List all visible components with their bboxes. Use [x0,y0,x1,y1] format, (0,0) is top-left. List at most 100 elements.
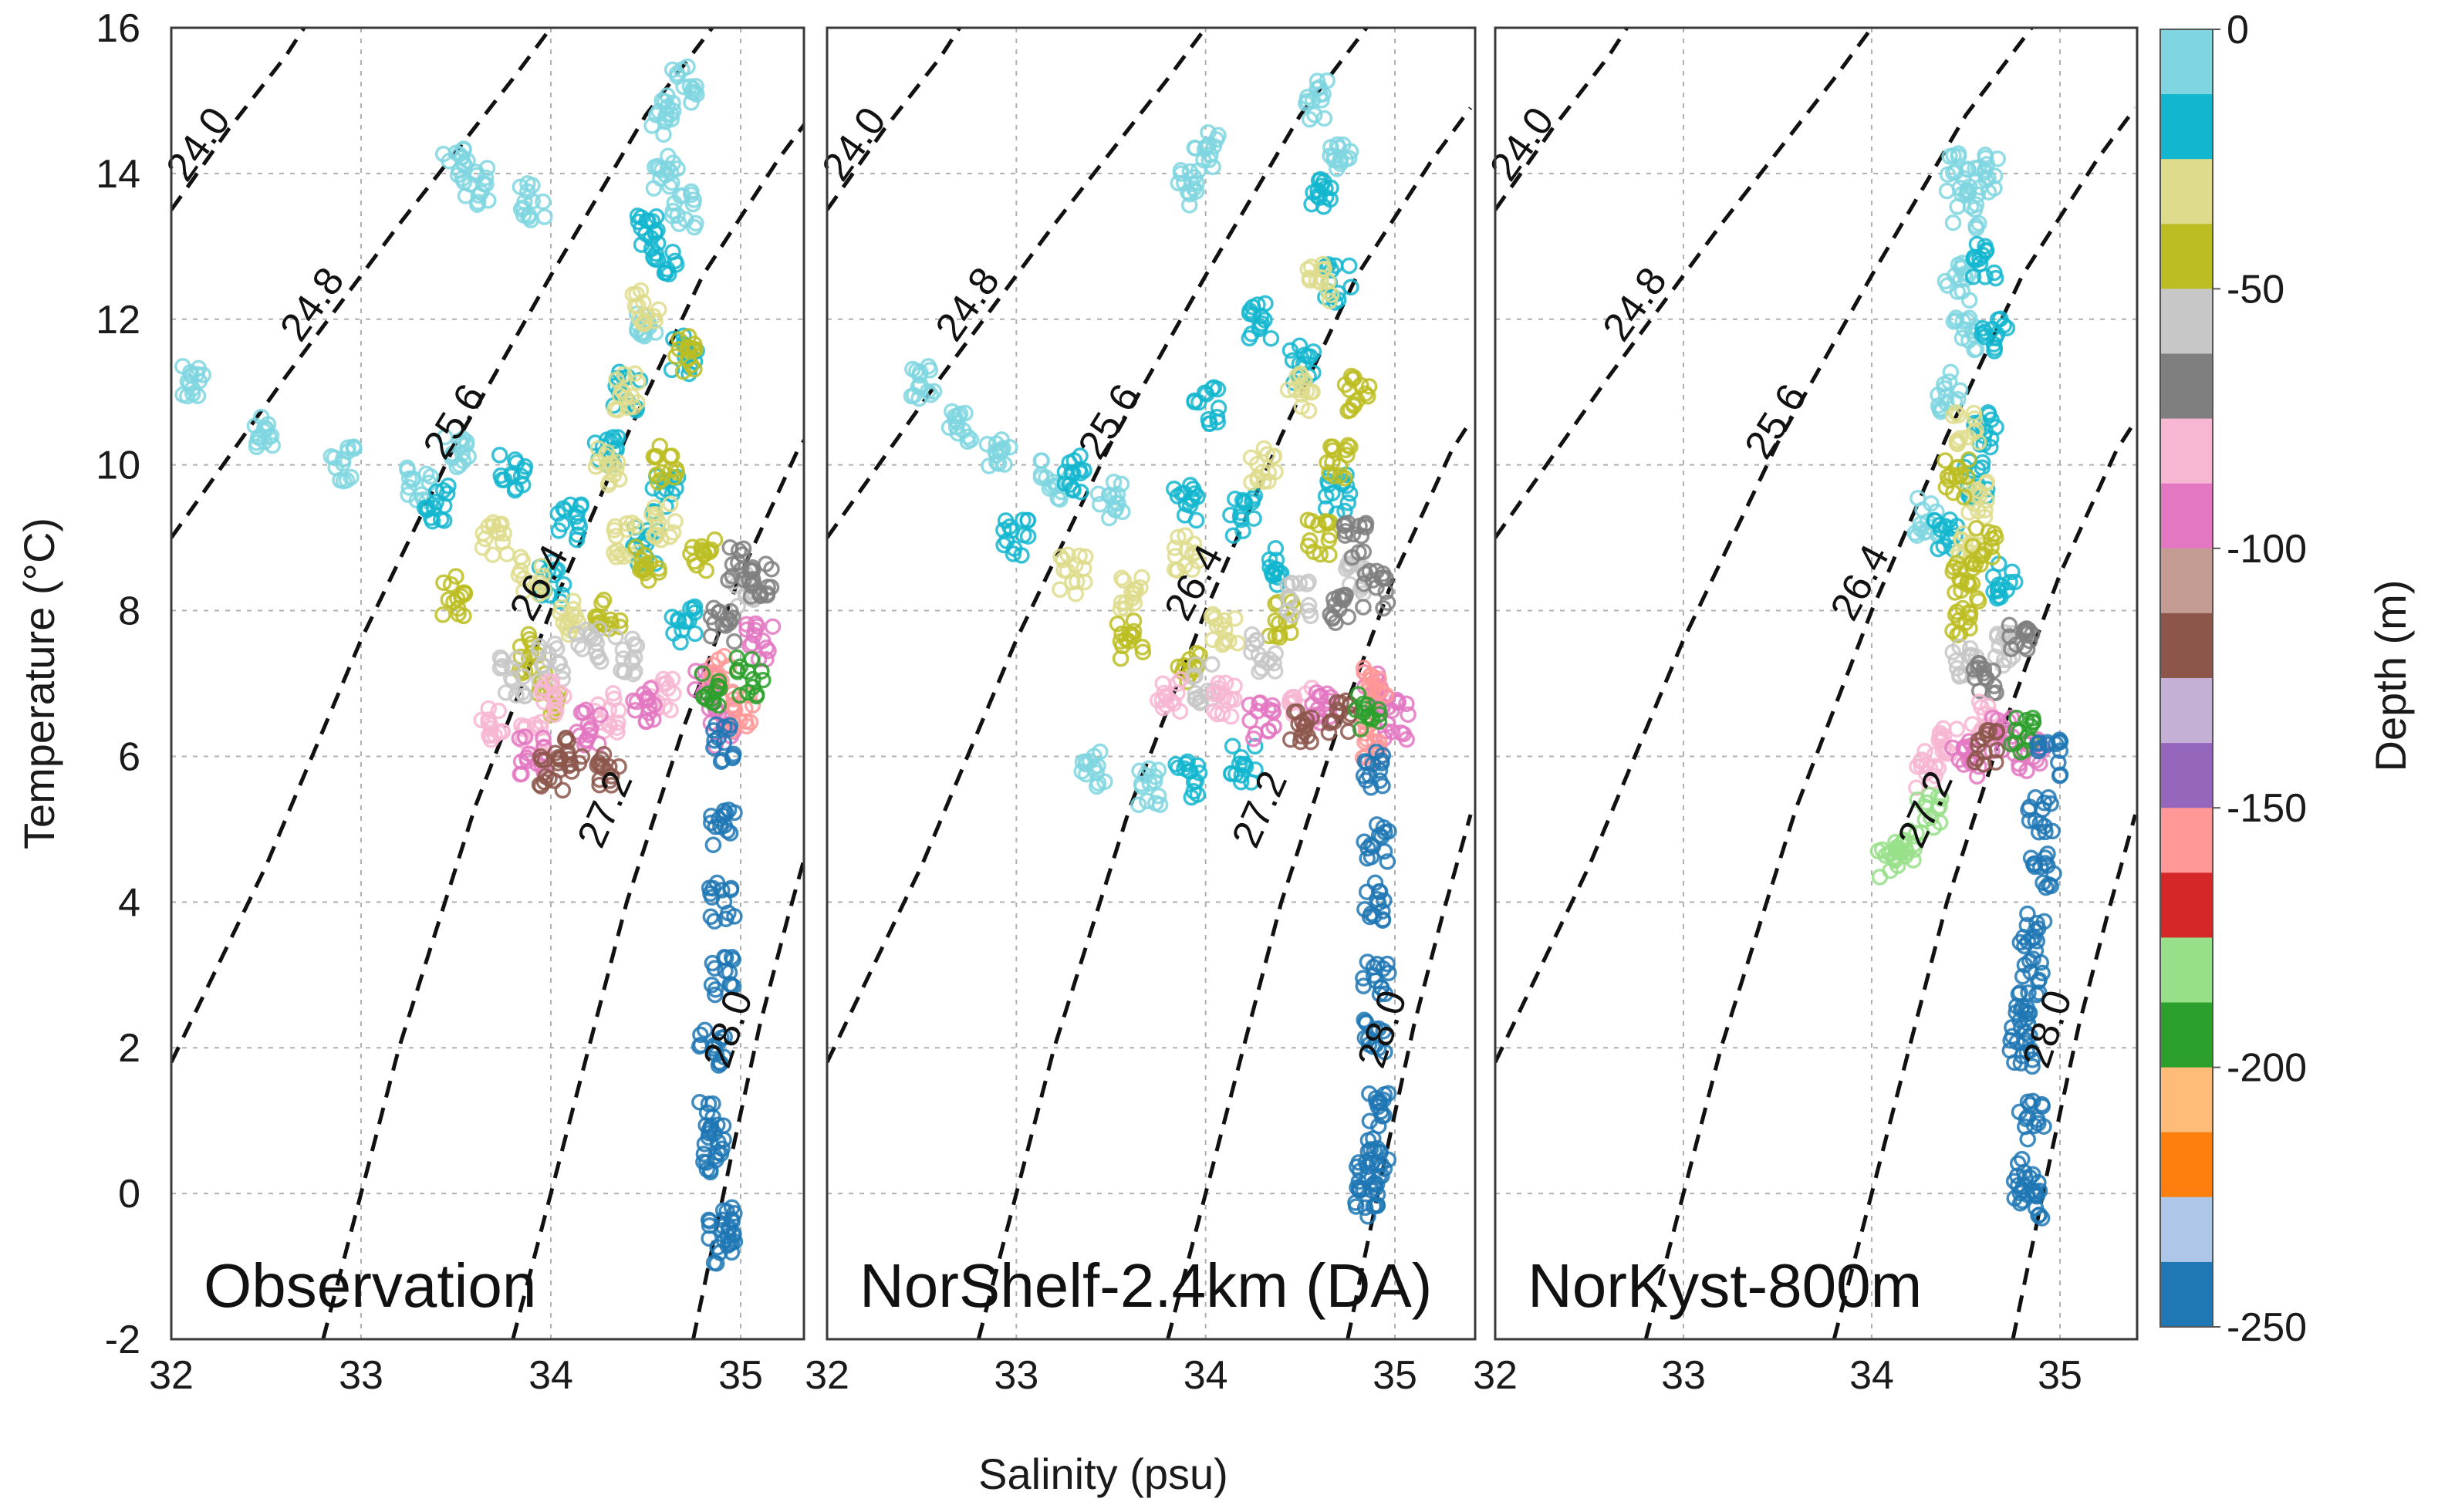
data-point [1351,1163,1369,1180]
isopycnals [827,28,1473,1339]
data-point [1268,561,1285,578]
data-point [535,193,552,211]
data-point [1311,79,1329,96]
data-point [1222,506,1239,524]
data-point [981,457,998,474]
panel-frame [826,26,1477,1341]
depth-cluster-195 [694,649,772,714]
data-point [2044,822,2061,840]
data-point [667,513,684,530]
data-point [758,640,775,656]
data-point [1340,257,1358,275]
data-point [1096,773,1113,790]
data-point [1170,528,1187,546]
data-point [434,145,452,163]
data-point [629,373,647,391]
data-point [1975,660,1993,677]
colorbar-segment [2160,483,2213,549]
data-point [1398,695,1415,713]
colorbar-segment [2160,548,2213,614]
data-point [1938,182,1956,200]
data-point [607,528,625,545]
data-point [444,445,461,462]
data-point [724,951,741,968]
data-point [447,568,464,585]
data-point [520,208,537,226]
data-point [1976,328,1994,346]
data-point [1356,663,1373,681]
data-point [2018,762,2035,780]
data-point [1976,508,1994,525]
data-point [1376,892,1393,909]
data-point [2007,636,2025,653]
isopycnal-line-28.0 [691,852,804,1339]
data-point [400,479,417,496]
x-axis-title: Salinity (psu) [978,1450,1228,1498]
data-point [638,212,656,229]
data-point [404,471,421,488]
depth-cluster-195 [1347,686,1388,737]
data-point [1951,430,1969,447]
data-point [424,512,441,530]
data-point [1937,452,1953,469]
data-point [535,729,552,747]
data-point [1259,654,1276,671]
data-point [2014,1192,2031,1210]
data-point [1187,773,1205,790]
data-point [614,383,632,401]
data-point [2007,721,2024,739]
colorbar-segment [2160,1002,2213,1068]
data-point [640,690,657,707]
data-point [2027,1200,2045,1217]
data-point [512,765,529,783]
data-point [2029,735,2046,752]
data-point [738,616,755,633]
data-point [332,471,349,489]
data-point [716,718,733,736]
data-point [590,608,607,626]
data-point [741,562,758,579]
data-point [672,633,689,651]
data-point [1019,511,1037,529]
data-point [962,431,980,448]
data-point [1088,764,1105,781]
data-point [1171,703,1189,720]
data-point [1206,703,1223,720]
data-point [1947,606,1964,623]
data-point [1089,775,1107,792]
data-point [1267,645,1284,662]
data-point [667,256,685,273]
data-point [702,908,720,926]
data-point [493,515,510,532]
data-point [1337,150,1355,168]
data-point [2037,855,2054,872]
data-point [579,716,597,734]
data-point [1374,911,1392,928]
data-point [611,387,629,404]
data-point [1950,407,1967,424]
data-point [1181,163,1199,181]
data-point [712,1055,729,1072]
data-point [2029,1111,2046,1129]
data-point [651,437,668,454]
data-point [1913,758,1930,775]
data-point [1377,583,1394,600]
data-point [1370,670,1387,687]
data-point [1971,556,1989,573]
data-point [1339,515,1356,532]
data-point [662,495,679,513]
data-point [2030,742,2047,760]
data-point [345,439,363,456]
data-point [1284,352,1302,369]
data-point [1245,510,1262,527]
data-point [1977,147,1994,164]
data-point [1244,494,1261,511]
data-point [1299,348,1316,365]
data-point [716,949,733,966]
depth-cluster-245 [691,716,744,1272]
data-point [570,636,587,653]
x-tick-label: 34 [1184,1353,1228,1398]
data-point [1293,398,1310,416]
scatter-points [174,58,782,1272]
data-point [1282,731,1299,748]
